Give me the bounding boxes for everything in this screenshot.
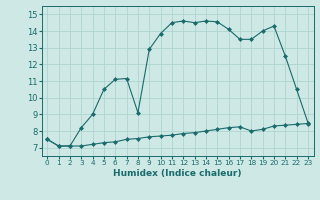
X-axis label: Humidex (Indice chaleur): Humidex (Indice chaleur) <box>113 169 242 178</box>
